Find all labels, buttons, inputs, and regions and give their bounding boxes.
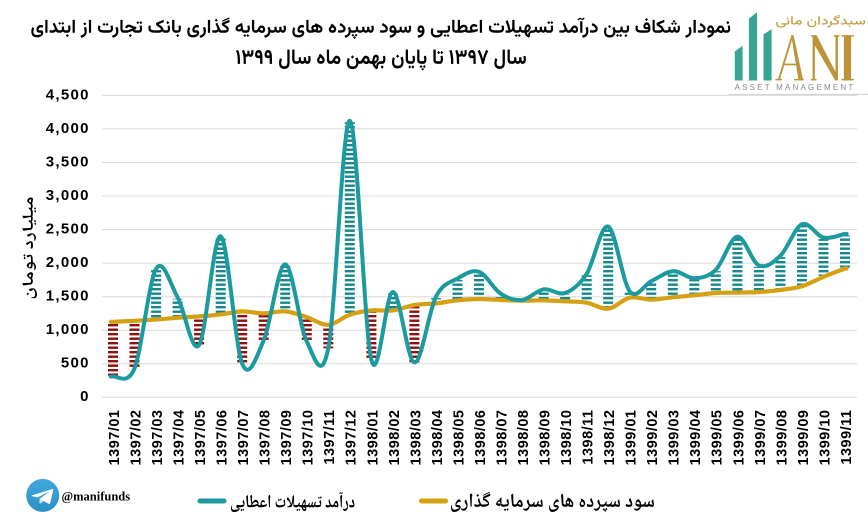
svg-text:1397/05: 1397/05 — [193, 410, 209, 466]
svg-text:4,000: 4,000 — [46, 120, 90, 137]
svg-text:1399/09: 1399/09 — [796, 410, 812, 466]
svg-text:3,000: 3,000 — [46, 187, 90, 204]
svg-text:1397/07: 1397/07 — [236, 410, 252, 466]
svg-text:1398/04: 1398/04 — [430, 410, 446, 466]
svg-text:1397/04: 1397/04 — [172, 410, 188, 466]
svg-text:@manifunds: @manifunds — [62, 489, 131, 503]
svg-text:500: 500 — [61, 355, 90, 372]
svg-text:3,500: 3,500 — [46, 153, 90, 170]
svg-text:1397/06: 1397/06 — [215, 410, 231, 466]
svg-text:1397/09: 1397/09 — [279, 410, 295, 466]
svg-text:1398/11: 1398/11 — [581, 410, 597, 465]
svg-text:1399/07: 1399/07 — [753, 410, 769, 466]
svg-text:1397/08: 1397/08 — [258, 410, 274, 466]
svg-text:2,500: 2,500 — [46, 221, 90, 238]
svg-text:1399/04: 1399/04 — [688, 410, 704, 466]
svg-text:1398/03: 1398/03 — [408, 410, 424, 466]
svg-text:1398/06: 1398/06 — [473, 410, 489, 466]
svg-text:1398/02: 1398/02 — [387, 410, 403, 466]
svg-text:1398/09: 1398/09 — [538, 410, 554, 466]
svg-text:1398/08: 1398/08 — [516, 410, 532, 466]
svg-text:1399/10: 1399/10 — [817, 410, 833, 466]
svg-text:ASSET MANAGEMENT: ASSET MANAGEMENT — [735, 83, 856, 92]
svg-text:1398/12: 1398/12 — [602, 410, 618, 466]
svg-text:1397/10: 1397/10 — [301, 410, 317, 466]
svg-text:1399/11: 1399/11 — [839, 410, 855, 465]
svg-text:0: 0 — [80, 388, 90, 405]
svg-text:1399/01: 1399/01 — [624, 410, 640, 466]
svg-text:1398/05: 1398/05 — [451, 410, 467, 466]
svg-text:1397/02: 1397/02 — [128, 410, 144, 466]
svg-text:1399/03: 1399/03 — [667, 410, 683, 466]
svg-text:1,000: 1,000 — [46, 321, 90, 338]
svg-text:1397/12: 1397/12 — [344, 410, 360, 466]
svg-text:4,500: 4,500 — [46, 86, 90, 103]
svg-text:1398/07: 1398/07 — [494, 410, 510, 466]
svg-text:2,000: 2,000 — [46, 254, 90, 271]
svg-text:1397/03: 1397/03 — [150, 410, 166, 466]
svg-text:1399/06: 1399/06 — [731, 410, 747, 466]
svg-text:1,500: 1,500 — [46, 288, 90, 305]
svg-text:1399/02: 1399/02 — [645, 410, 661, 466]
svg-text:1399/08: 1399/08 — [774, 410, 790, 466]
svg-text:1398/01: 1398/01 — [365, 410, 381, 466]
svg-text:1398/10: 1398/10 — [559, 410, 575, 466]
svg-text:1399/05: 1399/05 — [710, 410, 726, 466]
svg-text:1397/01: 1397/01 — [107, 410, 123, 466]
svg-text:1397/11: 1397/11 — [322, 410, 338, 465]
